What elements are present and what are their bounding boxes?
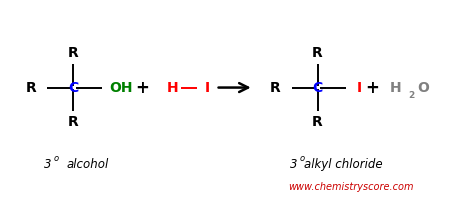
Text: O: O [417, 81, 429, 95]
Text: C: C [312, 81, 323, 95]
Text: H: H [390, 81, 401, 95]
Text: OH: OH [109, 81, 133, 95]
Text: H: H [167, 81, 179, 95]
Text: I: I [356, 81, 361, 95]
Text: +: + [135, 79, 149, 97]
Text: R: R [68, 115, 79, 129]
Text: www.chemistryscore.com: www.chemistryscore.com [288, 182, 413, 192]
Text: R: R [26, 81, 36, 95]
Text: R: R [312, 46, 323, 60]
Text: 3: 3 [44, 158, 51, 171]
Text: alkyl chloride: alkyl chloride [304, 158, 383, 171]
Text: o: o [300, 154, 305, 163]
Text: R: R [68, 46, 79, 60]
Text: C: C [68, 81, 79, 95]
Text: alcohol: alcohol [66, 158, 109, 171]
Text: 3: 3 [290, 158, 298, 171]
Text: R: R [270, 81, 280, 95]
Text: 2: 2 [408, 91, 414, 100]
Text: o: o [54, 154, 58, 163]
Text: +: + [365, 79, 379, 97]
Text: R: R [312, 115, 323, 129]
Text: I: I [205, 81, 210, 95]
